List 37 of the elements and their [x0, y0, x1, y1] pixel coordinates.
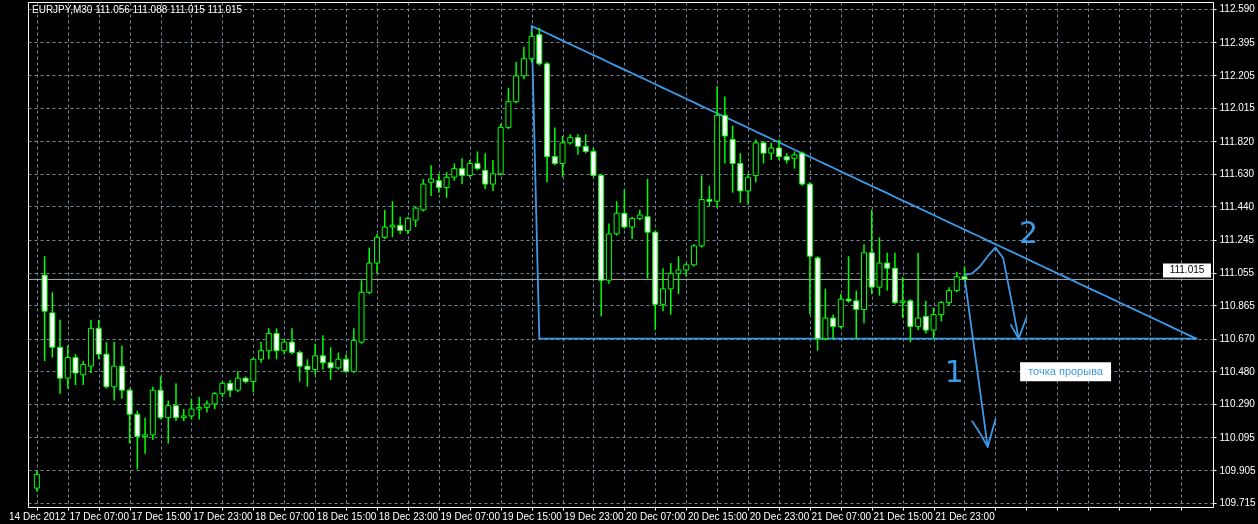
x-tick-label: 14 Dec 2012: [9, 510, 67, 522]
y-tick-label: 111.630: [1219, 168, 1255, 180]
y-tick-label: 110.480: [1219, 365, 1256, 377]
ref-line-label: 111.015: [1169, 264, 1205, 276]
y-tick-label: 112.015: [1219, 102, 1256, 114]
y-tick-label: 112.205: [1219, 69, 1256, 81]
y-tick-label: 112.590: [1219, 3, 1256, 15]
y-tick-label: 112.395: [1219, 36, 1256, 48]
x-tick-label: 20 Dec 23:00: [749, 510, 810, 522]
y-tick-label: 110.865: [1219, 299, 1256, 311]
x-tick-label: 20 Dec 15:00: [687, 510, 748, 522]
x-tick-label: 20 Dec 07:00: [626, 510, 686, 522]
y-tick-label: 110.095: [1219, 431, 1256, 443]
y-tick-label: 109.905: [1219, 464, 1257, 476]
x-tick-label: 19 Dec 07:00: [440, 510, 501, 522]
x-tick-label: 21 Dec 23:00: [935, 510, 996, 522]
annotation: 1: [944, 354, 964, 390]
x-tick-label: 17 Dec 07:00: [69, 510, 130, 522]
y-tick-label: 109.715: [1219, 497, 1257, 509]
y-tick-label: 111.055: [1219, 267, 1255, 279]
annotation: точка прорыва: [1028, 364, 1104, 377]
y-tick-label: 111.820: [1219, 135, 1255, 147]
y-tick-label: 111.440: [1219, 200, 1255, 212]
x-tick-label: 19 Dec 15:00: [502, 510, 563, 522]
annotation: 2: [1018, 215, 1039, 250]
x-tick-label: 18 Dec 15:00: [316, 510, 377, 522]
x-tick-label: 18 Dec 07:00: [254, 510, 315, 522]
y-tick-label: 110.670: [1219, 333, 1256, 345]
y-tick-label: 111.245: [1219, 234, 1255, 246]
x-tick-label: 21 Dec 07:00: [811, 510, 872, 522]
x-tick-label: 17 Dec 15:00: [131, 510, 192, 522]
x-tick-label: 18 Dec 23:00: [378, 510, 439, 522]
x-tick-label: 19 Dec 23:00: [564, 510, 625, 522]
x-tick-label: 17 Dec 23:00: [193, 510, 254, 522]
chart-title: EURJPY,M30 111.056 111.088 111.015 111.015: [32, 4, 243, 15]
x-tick-label: 21 Dec 15:00: [873, 510, 934, 522]
y-tick-label: 110.290: [1219, 398, 1256, 410]
